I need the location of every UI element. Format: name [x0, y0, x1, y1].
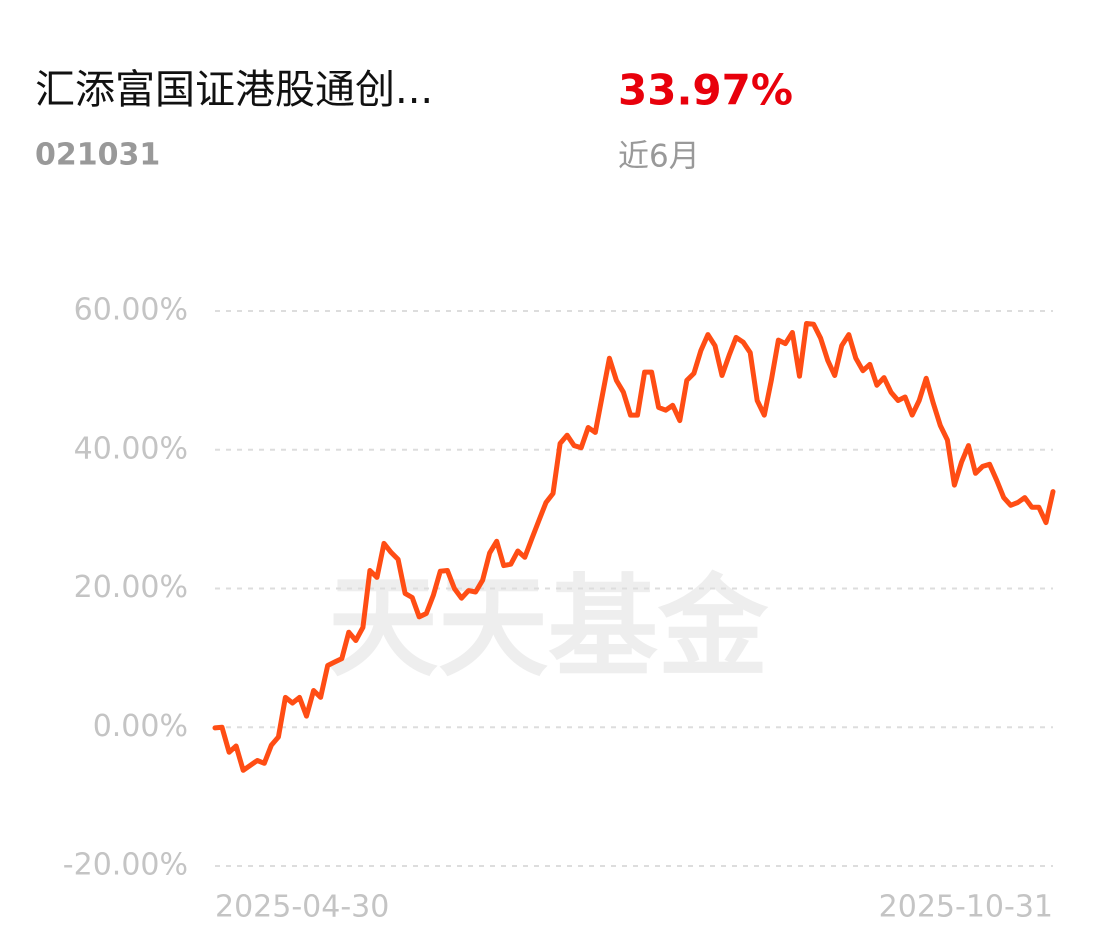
- y-tick-label: 60.00%: [74, 293, 188, 328]
- y-tick-label: -20.00%: [63, 848, 188, 883]
- fund-title: 汇添富国证港股通创...: [35, 67, 433, 113]
- price-line: [212, 321, 1056, 773]
- x-tick-label: 2025-10-31: [879, 890, 1053, 925]
- period: 近6月: [618, 139, 700, 175]
- fund-return: 33.97%: [618, 66, 793, 115]
- y-tick-label: 20.00%: [74, 570, 188, 605]
- fund-code: 021031: [35, 138, 160, 173]
- x-tick-label: 2025-04-30: [215, 890, 389, 925]
- watermark: 天天基金: [328, 563, 769, 691]
- y-tick-label: 0.00%: [93, 709, 188, 744]
- y-tick-label: 40.00%: [74, 431, 188, 466]
